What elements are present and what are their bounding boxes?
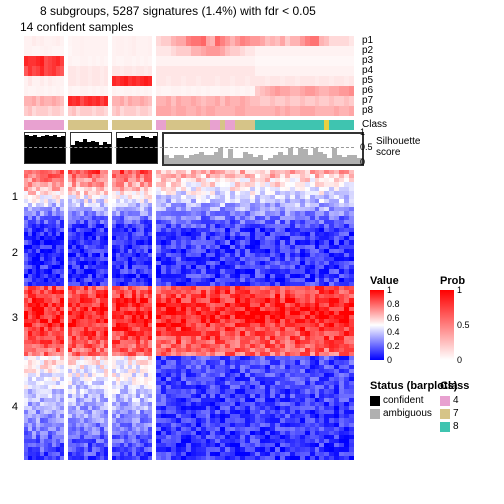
legend-class-item-7: 7: [440, 408, 459, 419]
legend-status-item-confident: confident: [370, 395, 424, 406]
class-track: [24, 120, 354, 130]
legend-value-title: Value: [370, 275, 399, 287]
value-tick-4: 0.2: [387, 341, 400, 351]
p-row-2: [24, 46, 354, 56]
title-line-1: 8 subgroups, 5287 signatures (1.4%) with…: [40, 4, 316, 18]
class-track-label: Class: [362, 119, 387, 130]
row-group-label-1: 1: [4, 191, 18, 203]
value-tick-2: 0.6: [387, 313, 400, 323]
legend-status-item-ambiguous: ambiguous: [370, 408, 432, 419]
silh-tick-2: 0: [360, 157, 365, 167]
title-line-2: 14 confident samples: [20, 20, 133, 34]
p-row-7: [24, 96, 354, 106]
silhouette-label: Silhouette score: [376, 136, 420, 158]
legend-value-bar: [370, 290, 384, 360]
legend-class-item-8: 8: [440, 421, 459, 432]
p-row-6: [24, 86, 354, 96]
p-label-8: p8: [362, 105, 373, 116]
main-heatmap: [24, 170, 354, 460]
row-group-label-3: 3: [4, 312, 18, 324]
value-tick-3: 0.4: [387, 327, 400, 337]
silh-tick-0: 1: [360, 127, 365, 137]
row-group-label-4: 4: [4, 401, 18, 413]
p-row-8: [24, 106, 354, 116]
p-row-5: [24, 76, 354, 86]
prob-tick-2: 0: [457, 355, 462, 365]
value-tick-1: 0.8: [387, 299, 400, 309]
p-row-4: [24, 66, 354, 76]
value-tick-0: 1: [387, 285, 392, 295]
silh-tick-1: 0.5: [360, 142, 373, 152]
p-row-1: [24, 36, 354, 46]
p-row-3: [24, 56, 354, 66]
legend-class-item-4: 4: [440, 395, 459, 406]
legend-prob-bar: [440, 290, 454, 360]
prob-tick-1: 0.5: [457, 320, 470, 330]
legend-class-title: Class: [440, 380, 469, 392]
value-tick-5: 0: [387, 355, 392, 365]
prob-tick-0: 1: [457, 285, 462, 295]
row-group-label-2: 2: [4, 247, 18, 259]
